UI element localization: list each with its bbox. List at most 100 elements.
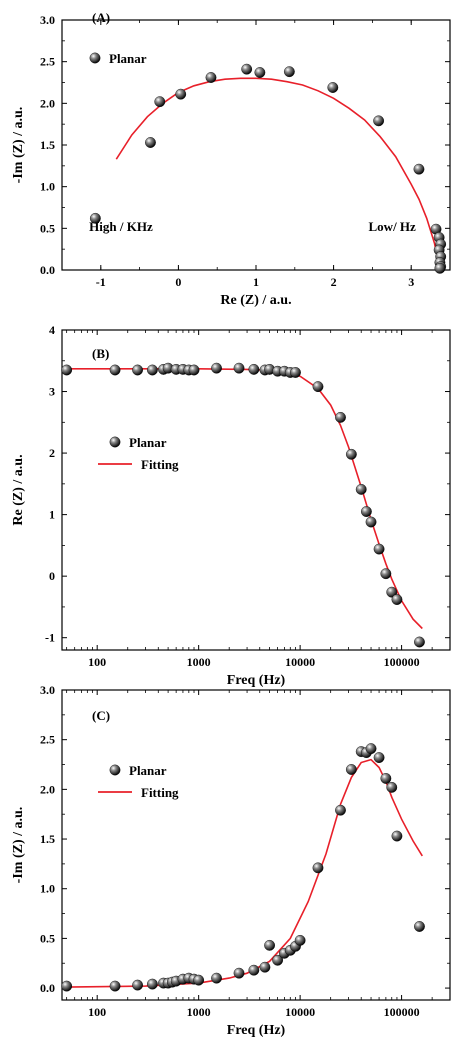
x-axis-label: Re (Z) / a.u. xyxy=(220,293,291,308)
legend-marker xyxy=(89,52,101,64)
data-point xyxy=(132,979,143,991)
x-tick-label: 100000 xyxy=(384,1005,420,1019)
y-tick-label: -1 xyxy=(45,631,55,645)
y-tick-label: 2.5 xyxy=(40,733,55,747)
data-point xyxy=(283,66,295,78)
annotation: Low/ Hz xyxy=(369,219,417,234)
data-point xyxy=(434,262,446,274)
data-point xyxy=(188,364,200,376)
fit-curve xyxy=(115,77,441,271)
data-point xyxy=(109,364,121,376)
data-point xyxy=(264,939,275,951)
panel-label: (B) xyxy=(92,346,109,361)
x-tick-label: 0 xyxy=(175,275,181,289)
data-point xyxy=(233,967,245,979)
data-point xyxy=(386,586,398,598)
data-point xyxy=(248,363,260,375)
y-tick-label: 2 xyxy=(49,446,55,460)
y-tick-label: 3.0 xyxy=(40,13,55,27)
data-point xyxy=(345,448,357,460)
y-tick-label: 1.5 xyxy=(40,138,55,152)
data-point xyxy=(154,96,166,108)
data-point xyxy=(373,115,385,127)
data-point xyxy=(345,764,357,775)
data-point xyxy=(294,934,306,946)
data-point xyxy=(365,743,377,755)
data-point xyxy=(290,367,301,378)
data-point xyxy=(312,862,324,874)
data-point xyxy=(312,381,324,393)
chart-panel-3: 100 1000 10000 100000 0.0 0.5 1.0 1.5 2.0 2.5 3.0 F… xyxy=(11,683,451,1038)
data-point xyxy=(175,88,187,100)
data-point xyxy=(413,163,425,175)
data-point xyxy=(335,411,346,423)
data-point xyxy=(272,954,284,966)
data-point xyxy=(380,568,392,580)
y-tick-label: 2.0 xyxy=(40,96,55,110)
y-axis-label: Re (Z) / a.u. xyxy=(11,454,26,525)
legend-label: Planar xyxy=(129,763,167,778)
x-tick-label: 10000 xyxy=(285,655,315,669)
data-point xyxy=(145,137,156,148)
y-tick-label: 3 xyxy=(49,385,55,399)
data-point xyxy=(61,980,73,992)
data-point xyxy=(361,506,372,517)
x-tick-label: 100000 xyxy=(384,655,420,669)
data-point xyxy=(61,364,73,376)
data-point xyxy=(414,636,425,648)
data-point xyxy=(211,362,222,374)
data-point xyxy=(335,804,346,816)
y-tick-label: 1.5 xyxy=(40,832,55,846)
data-point xyxy=(132,364,143,376)
x-tick-label: 100 xyxy=(88,655,106,669)
x-tick-label: 2 xyxy=(331,275,337,289)
y-tick-label: 1.0 xyxy=(40,180,55,194)
data-point xyxy=(391,830,403,842)
x-tick-label: 1000 xyxy=(187,655,211,669)
data-point xyxy=(259,961,271,973)
data-point xyxy=(146,364,158,376)
data-point xyxy=(211,972,222,984)
x-tick-label: 1 xyxy=(253,275,259,289)
data-point xyxy=(109,980,121,992)
data-point xyxy=(373,752,385,763)
data-point xyxy=(254,67,266,78)
data-point xyxy=(205,72,217,83)
data-point xyxy=(414,921,425,932)
fit-curve xyxy=(66,368,423,630)
x-tick-label: 3 xyxy=(408,275,414,289)
data-point xyxy=(146,978,158,990)
y-tick-label: 0 xyxy=(49,569,55,583)
data-point xyxy=(386,781,398,793)
y-tick-label: 4 xyxy=(49,323,55,337)
chart-panel-2: 100 1000 10000 100000 -1 0 1 2 3 4 Freq (Hz) Re (Z)… xyxy=(11,323,451,688)
x-tick-label: -1 xyxy=(96,275,106,289)
panel-label: (A) xyxy=(92,10,110,25)
data-point xyxy=(355,483,367,495)
panel-label: (C) xyxy=(92,708,110,723)
plot-frame xyxy=(61,689,451,1001)
legend-label: Planar xyxy=(129,435,167,450)
y-axis-label: -Im (Z) / a.u. xyxy=(11,807,26,884)
data-point xyxy=(241,63,253,75)
annotation: High / KHz xyxy=(89,219,153,234)
y-tick-label: 0.5 xyxy=(40,221,55,235)
y-tick-label: 1 xyxy=(49,508,55,522)
y-tick-label: 0.0 xyxy=(40,981,55,995)
y-tick-label: 3.0 xyxy=(40,683,55,697)
legend-label: Fitting xyxy=(141,785,179,800)
x-tick-label: 100 xyxy=(88,1005,106,1019)
plot-frame xyxy=(61,329,451,651)
y-tick-label: 0.0 xyxy=(40,263,55,277)
data-point xyxy=(327,82,339,93)
legend-label: Planar xyxy=(109,51,147,66)
data-point xyxy=(365,516,377,528)
x-tick-label: 1000 xyxy=(187,1005,211,1019)
y-tick-label: 2.0 xyxy=(40,782,55,796)
legend-label: Fitting xyxy=(141,457,179,472)
fit-curve xyxy=(66,758,423,988)
data-point xyxy=(380,773,392,784)
x-axis-label: Freq (Hz) xyxy=(227,1023,286,1038)
chart-panel-1: -1 0 1 2 3 0.0 0.5 1.0 1.5 2.0 2.5 3.0 Re (Z) / a.u.… xyxy=(11,10,451,308)
